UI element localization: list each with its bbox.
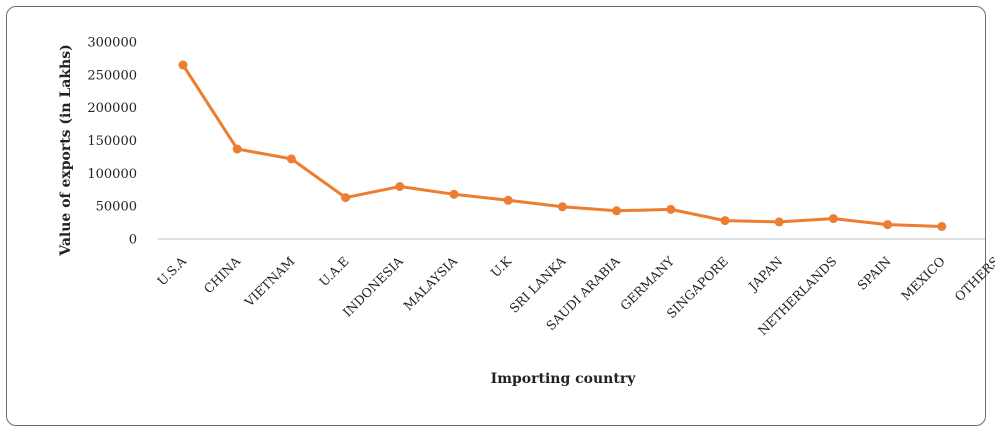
x-tick-label: U.K	[488, 253, 515, 280]
series-export-value	[178, 60, 947, 231]
data-point	[937, 222, 947, 231]
data-point	[286, 154, 296, 164]
data-point	[503, 195, 513, 205]
x-tick-label: CHINA	[201, 253, 244, 296]
y-tick-label: 150000	[87, 134, 137, 149]
x-tick-label: OTHERS	[951, 254, 995, 305]
series-line	[181, 64, 942, 228]
data-point	[395, 182, 405, 191]
y-tick-label: 0	[129, 233, 137, 248]
y-tick-label: 200000	[87, 101, 137, 116]
data-point	[774, 217, 784, 227]
y-tick-labels: 0 50000 100000 150000 200000 250000 300000	[87, 36, 137, 248]
data-point	[178, 60, 188, 70]
data-point	[666, 204, 676, 214]
y-tick-label: 300000	[87, 36, 137, 51]
x-axis-title: Importing country	[491, 371, 637, 387]
data-point	[232, 144, 242, 154]
data-point	[449, 189, 459, 199]
x-tick-label: MEXICO	[898, 254, 948, 304]
data-point	[341, 193, 351, 203]
x-tick-label: U.S.A	[154, 253, 190, 289]
y-tick-label: 250000	[87, 68, 137, 83]
data-point	[612, 206, 622, 216]
x-tick-label: U.A.E	[316, 254, 352, 290]
y-axis-title-group: Value of exports (in Lakhs)	[58, 44, 74, 256]
x-tick-label: JAPAN	[744, 253, 785, 294]
y-tick-label: 50000	[96, 200, 137, 215]
x-tick-label: VIETNAM	[241, 253, 298, 310]
y-axis-title: Value of exports (in Lakhs)	[58, 44, 74, 256]
x-tick-label: MALAYSIA	[400, 253, 460, 313]
y-tick-label: 100000	[87, 167, 137, 182]
data-point	[720, 216, 730, 226]
x-tick-label: SPAIN	[854, 253, 893, 292]
data-point	[883, 220, 893, 230]
chart-frame	[6, 6, 986, 426]
data-point	[828, 214, 838, 224]
data-point	[557, 202, 567, 212]
